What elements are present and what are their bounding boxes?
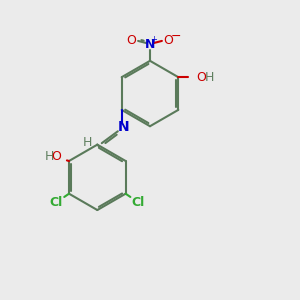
Text: O: O <box>164 34 173 46</box>
Text: N: N <box>117 120 129 134</box>
Text: O: O <box>196 71 206 84</box>
Text: N: N <box>145 38 155 51</box>
Text: O: O <box>51 150 61 163</box>
Text: −: − <box>171 30 181 43</box>
Text: H: H <box>45 150 54 163</box>
Text: Cl: Cl <box>50 196 63 209</box>
Text: O: O <box>127 34 136 46</box>
Text: +: + <box>150 35 157 44</box>
Text: Cl: Cl <box>132 196 145 209</box>
Text: H: H <box>83 136 92 149</box>
Text: H: H <box>205 71 214 84</box>
